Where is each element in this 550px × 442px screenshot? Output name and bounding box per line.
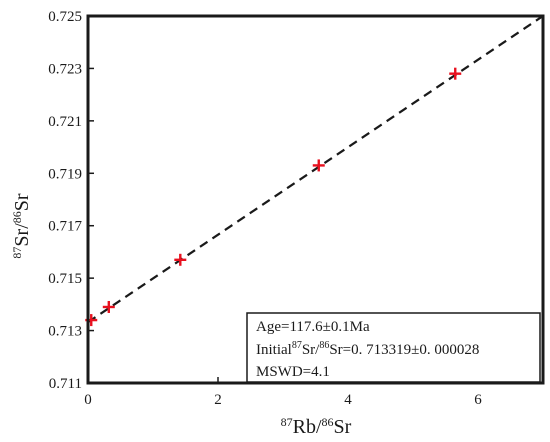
y-title-iso1: 87: [10, 247, 24, 259]
data-point: [449, 67, 462, 80]
data-marks: [85, 15, 544, 327]
y-tick-label: 0.723: [48, 61, 82, 77]
y-tick-label: 0.713: [48, 324, 82, 340]
y-tick-label: 0.711: [49, 376, 82, 392]
plot-frame: [86, 14, 545, 385]
x-tick-label: 6: [474, 392, 482, 408]
legend: Age=117.6±0.1Ma Initial87Sr/86Sr=0. 7133…: [246, 312, 541, 383]
y-tick-label: 0.717: [48, 219, 82, 235]
y-title-el1: Sr/: [11, 223, 33, 247]
y-title-iso2: 86: [10, 211, 24, 223]
legend-initial-b: Sr/: [302, 342, 320, 358]
x-title-el2: Sr: [334, 416, 352, 438]
legend-age: Age=117.6±0.1Ma: [256, 319, 370, 335]
x-title-iso1: 87: [281, 415, 293, 429]
x-tick-label: 4: [344, 392, 352, 408]
x-title-iso2: 86: [322, 415, 334, 429]
isochron-line: [87, 15, 544, 324]
y-tick-label: 0.715: [48, 271, 82, 287]
legend-initial-ratio: Initial87Sr/86Sr=0. 713319±0. 000028: [256, 340, 479, 358]
y-tick-label: 0.721: [48, 114, 82, 130]
data-point: [102, 300, 115, 313]
x-title-el1: Rb/: [293, 416, 322, 438]
legend-initial-iso2: 86: [319, 340, 329, 351]
y-title-el2: Sr: [11, 193, 33, 211]
y-tick-label: 0.725: [48, 9, 82, 25]
legend-mswd: MSWD=4.1: [256, 364, 330, 380]
legend-box: [246, 312, 541, 383]
legend-initial-a: Initial: [256, 342, 292, 358]
y-tick-label: 0.719: [48, 166, 82, 182]
x-axis-title: 87Rb/86Sr: [281, 415, 352, 438]
data-point: [174, 253, 187, 266]
x-tick-label: 2: [214, 392, 222, 408]
y-axis-title: 87Sr/86Sr: [10, 193, 33, 258]
legend-initial-iso1: 87: [292, 340, 302, 351]
data-point: [312, 159, 325, 172]
legend-initial-c: Sr=0. 713319±0. 000028: [329, 342, 479, 358]
x-tick-label: 0: [84, 392, 92, 408]
